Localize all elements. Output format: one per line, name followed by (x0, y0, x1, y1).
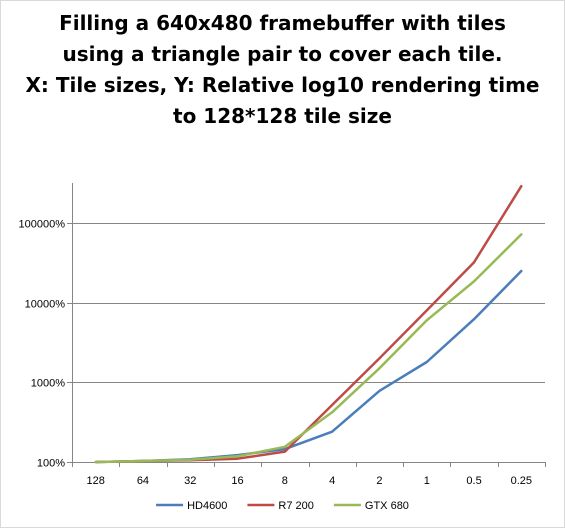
x-tick-label: 0.25 (511, 475, 532, 487)
y-tick-label: 10000% (25, 299, 66, 311)
x-tick-label: 128 (86, 475, 104, 487)
x-tick-label: 32 (184, 475, 196, 487)
series-lines (94, 184, 523, 464)
x-tick-label: 1 (424, 475, 430, 487)
series-line-hd4600 (94, 269, 523, 464)
x-tick-label: 64 (137, 475, 149, 487)
series-line-r7-200 (94, 184, 523, 464)
legend-label-gtx-680: GTX 680 (365, 500, 409, 512)
legend: HD4600 R7 200 GTX 680 (156, 500, 409, 512)
y-tick-label: 100000% (19, 219, 66, 231)
x-tick-label: 2 (376, 475, 382, 487)
y-tick-label: 1000% (31, 378, 65, 390)
y-tick-label: 100% (37, 458, 65, 470)
x-tick-label: 16 (231, 475, 243, 487)
series-line-gtx-680 (94, 233, 523, 464)
legend-label-hd4600: HD4600 (187, 500, 227, 512)
chart-title: Filling a 640x480 framebuffer with tiles… (25, 11, 540, 128)
x-tick-labels: 128 64 32 16 8 4 2 1 0.5 0.25 (86, 475, 532, 487)
axes (67, 183, 546, 467)
x-tick-label: 8 (282, 475, 288, 487)
grid-lines (72, 223, 545, 383)
x-tick-label: 0.5 (466, 475, 481, 487)
y-tick-labels: 100% 1000% 10000% 100000% (19, 219, 66, 470)
legend-label-r7-200: R7 200 (278, 500, 313, 512)
x-tick-label: 4 (329, 475, 335, 487)
